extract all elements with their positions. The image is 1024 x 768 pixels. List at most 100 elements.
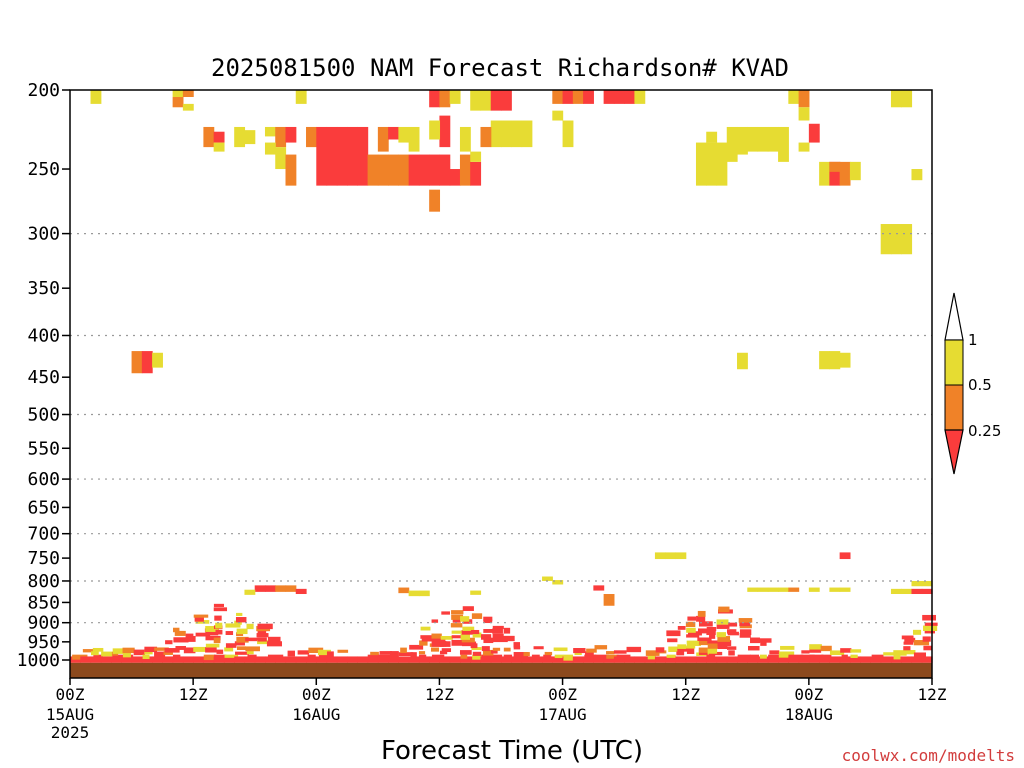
ri-cell	[492, 647, 501, 651]
ri-cell	[82, 649, 98, 653]
ri-cell	[295, 588, 307, 595]
colorbar-label: 0.25	[968, 422, 1001, 440]
y-tick-label: 650	[27, 497, 60, 518]
ri-cell	[769, 650, 780, 655]
y-tick-label: 800	[27, 571, 60, 592]
ri-cell	[698, 640, 712, 646]
ri-cell	[154, 651, 166, 657]
ri-cell	[809, 654, 824, 659]
ri-cell	[459, 126, 471, 152]
ri-cell	[236, 632, 244, 637]
ri-cell	[213, 131, 225, 143]
ri-cell	[572, 656, 584, 663]
colorbar-band-orange	[944, 384, 964, 431]
ri-cell	[90, 90, 102, 104]
ri-cell	[316, 126, 328, 186]
ri-cell	[245, 646, 260, 652]
ri-cell	[306, 126, 317, 148]
y-tick-label: 600	[27, 469, 60, 490]
ri-cell	[235, 651, 249, 655]
ri-cell	[131, 351, 143, 374]
ri-cell	[185, 633, 194, 638]
ri-cell	[583, 90, 594, 104]
ri-cell	[759, 654, 767, 659]
ri-cell	[336, 126, 348, 186]
ri-cell	[175, 645, 186, 650]
ri-cell	[819, 351, 830, 370]
ri-cell	[552, 110, 564, 121]
ri-cell	[483, 616, 493, 622]
ri-cell	[654, 552, 666, 560]
ri-cell	[890, 224, 902, 255]
ground-layer	[70, 662, 932, 678]
ri-cell	[912, 629, 922, 635]
ri-cell	[707, 643, 719, 649]
ri-cell	[634, 656, 646, 663]
ri-cell	[418, 590, 430, 597]
y-tick-label: 300	[27, 224, 60, 245]
ri-cell	[264, 585, 276, 592]
ri-cell	[441, 648, 452, 653]
y-tick-label: 700	[27, 524, 60, 545]
ri-cell	[213, 603, 225, 607]
ri-cell	[388, 154, 399, 186]
ri-cell	[92, 647, 104, 652]
ri-cell	[880, 656, 892, 663]
ri-cell	[172, 654, 181, 659]
ri-cell	[554, 654, 564, 659]
ri-cell	[451, 635, 462, 639]
ri-cell	[716, 624, 730, 629]
ri-cell	[480, 126, 492, 148]
ri-cell	[717, 636, 731, 642]
ri-cell	[440, 635, 453, 640]
ri-cell	[483, 637, 494, 644]
ri-cell	[471, 647, 482, 651]
ri-cell	[418, 154, 430, 186]
ri-cell	[195, 632, 211, 637]
ri-cell	[234, 641, 245, 646]
ri-cell	[408, 126, 420, 152]
ri-cell	[808, 587, 820, 592]
ri-cell	[757, 126, 769, 152]
ri-cell	[758, 638, 772, 643]
ri-cell	[492, 636, 508, 643]
ri-cell	[760, 641, 767, 646]
ri-cell	[245, 637, 260, 642]
ri-cell	[890, 90, 902, 108]
ri-cell	[586, 648, 597, 653]
ri-cell	[431, 633, 442, 639]
ri-cell	[819, 656, 830, 663]
x-tick-label: 00Z	[794, 685, 823, 704]
ri-cell	[307, 654, 316, 661]
ri-cell	[287, 650, 295, 657]
x-tick-label: 12Z	[425, 685, 454, 704]
ri-cell	[172, 97, 184, 108]
ri-cell	[347, 656, 358, 663]
ri-cell	[480, 634, 492, 640]
ri-cell	[839, 161, 851, 186]
ri-cell	[236, 636, 249, 643]
ri-cell	[921, 588, 933, 595]
ri-cell	[593, 656, 605, 663]
y-tick-label: 250	[27, 159, 60, 180]
ri-cell	[808, 656, 820, 663]
ri-cell	[696, 615, 706, 622]
ri-cell	[737, 656, 748, 663]
ri-cell	[257, 629, 267, 635]
ri-cell	[389, 651, 399, 657]
ri-cell	[686, 645, 696, 649]
y-tick-label: 1000	[17, 650, 60, 671]
ri-cell	[431, 619, 439, 623]
ri-cell	[594, 645, 608, 650]
ri-cell	[668, 646, 683, 652]
ri-cell	[913, 652, 927, 659]
ri-cell	[93, 654, 103, 661]
ri-cell	[829, 656, 841, 663]
ri-cell	[513, 645, 521, 650]
ri-cell	[513, 642, 520, 648]
ri-cell	[257, 640, 273, 645]
ground-fill	[70, 662, 932, 678]
gridlines	[70, 232, 932, 624]
ri-cell	[275, 147, 287, 170]
